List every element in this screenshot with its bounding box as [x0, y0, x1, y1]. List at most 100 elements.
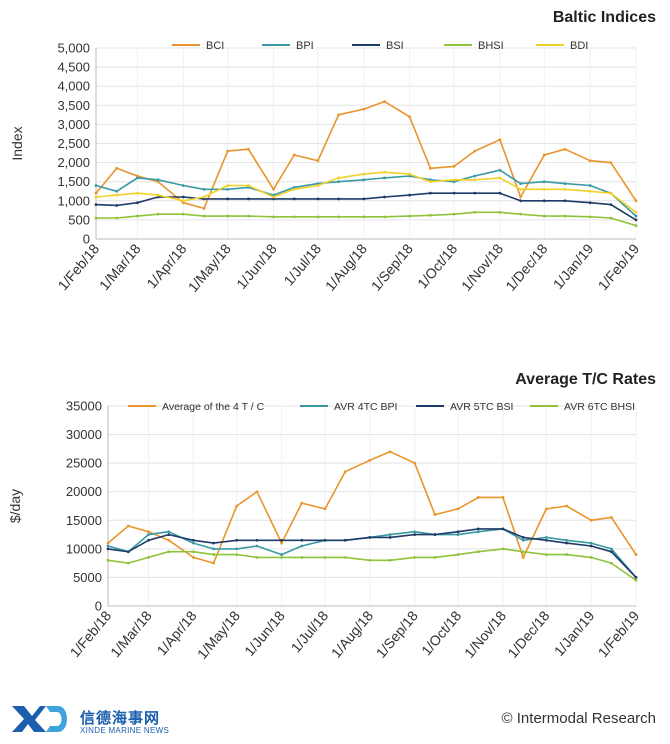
data-point-bdi [519, 187, 523, 191]
data-point-bsi [542, 199, 546, 203]
data-point-bhsi [542, 214, 546, 218]
xinde-logo[interactable]: 信德海事网 XINDE MARINE NEWS [10, 704, 170, 740]
xinde-logo-icon [12, 706, 67, 732]
data-point-bpi [94, 184, 98, 187]
data-point-avr-6tc-bhsi [501, 547, 505, 551]
x-tick-label: 1/Jun/18 [233, 240, 280, 292]
y-tick-label: 5,000 [57, 41, 90, 56]
y-tick-label: 4,000 [57, 79, 90, 94]
data-point-average-of-the-4-t-c [388, 450, 392, 454]
data-point-bdi [156, 193, 160, 197]
data-point-avr-5tc-bsi [280, 538, 283, 542]
data-point-bsi [634, 218, 638, 222]
footer: 信德海事网 XINDE MARINE NEWS © Intermodal Res… [0, 700, 670, 744]
data-point-bci [408, 115, 412, 119]
data-point-avr-5tc-bsi [544, 538, 548, 542]
data-point-bci [202, 207, 206, 210]
data-point-average-of-the-4-t-c [191, 556, 195, 559]
data-point-bpi [115, 189, 119, 193]
x-tick-label: 1/Apr/18 [153, 607, 199, 658]
data-point-bsi [519, 199, 523, 203]
data-point-avr-4tc-bpi [388, 533, 392, 536]
x-tick-label: 1/Jun/18 [241, 607, 288, 659]
data-point-bci [292, 153, 296, 157]
data-point-bhsi [181, 212, 185, 216]
data-point-average-of-the-4-t-c [368, 458, 372, 462]
x-tick-label: 1/Dec/18 [504, 607, 552, 660]
data-point-bhsi [473, 210, 477, 214]
data-point-bhsi [498, 210, 502, 214]
data-point-avr-5tc-bsi [476, 527, 480, 531]
data-point-bpi [337, 180, 341, 184]
data-point-bpi [519, 182, 523, 186]
data-point-bci [473, 149, 477, 153]
legend-label-bhsi: BHSI [478, 40, 504, 52]
data-point-bci [634, 199, 638, 203]
data-point-bhsi [156, 212, 160, 216]
data-point-bhsi [316, 215, 320, 219]
data-point-average-of-the-4-t-c [501, 496, 505, 499]
data-point-bsi [383, 195, 386, 199]
x-tick-label: 1/Mar/18 [107, 607, 155, 660]
logo-chinese-text: 信德海事网 [80, 709, 161, 727]
data-point-bhsi [362, 215, 366, 219]
data-point-avr-5tc-bsi [126, 550, 130, 554]
legend-label-avr-4tc-bpi: AVR 4TC BPI [334, 401, 397, 413]
data-point-bhsi [519, 212, 523, 216]
data-point-average-of-the-4-t-c [323, 507, 327, 511]
average-tc-rates-chart: Average T/C Rates 0 5000 10000 15000 20000 250… [0, 362, 670, 668]
data-point-avr-5tc-bsi [147, 538, 150, 542]
data-point-bci [246, 147, 250, 151]
data-point-bpi [202, 187, 206, 191]
x-tick-label: 1/Jul/18 [288, 607, 332, 655]
x-tick-label: 1/May/18 [194, 607, 243, 662]
y-tick-label: 25000 [66, 456, 102, 471]
data-point-avr-4tc-bpi [565, 538, 568, 542]
legend-label-average-of-the-4-t-c: Average of the 4 T / C [162, 401, 265, 413]
y-tick-label: 15000 [66, 513, 102, 528]
data-point-bdi [94, 195, 98, 199]
data-point-avr-6tc-bhsi [610, 561, 613, 565]
data-point-bpi [383, 176, 386, 180]
data-point-bpi [634, 214, 638, 218]
data-point-avr-5tc-bsi [106, 547, 110, 551]
data-point-average-of-the-4-t-c [280, 541, 283, 545]
x-tick-label: 1/Sep/18 [373, 607, 421, 660]
data-point-bpi [226, 187, 230, 191]
data-point-bdi [452, 178, 456, 182]
data-point-bhsi [383, 215, 386, 219]
data-point-avr-4tc-bpi [610, 547, 613, 551]
data-point-bsi [362, 197, 366, 201]
data-point-avr-4tc-bpi [147, 533, 150, 536]
data-point-avr-6tc-bhsi [191, 550, 195, 554]
legend-label-avr-5tc-bsi: AVR 5TC BSI [450, 401, 513, 413]
x-tick-label: 1/Nov/18 [461, 607, 509, 660]
data-point-avr-6tc-bhsi [323, 556, 327, 559]
data-point-bpi [563, 182, 567, 186]
legend-label-bpi: BPI [296, 40, 314, 52]
data-point-average-of-the-4-t-c [476, 496, 480, 499]
series-line-bhsi [96, 211, 637, 227]
data-point-avr-5tc-bsi [300, 538, 304, 542]
data-point-avr-4tc-bpi [300, 544, 304, 548]
data-point-bpi [181, 184, 185, 187]
y-tick-label: 0 [83, 232, 90, 247]
data-point-avr-6tc-bhsi [565, 553, 568, 556]
data-point-bdi [115, 193, 119, 197]
data-point-avr-5tc-bsi [343, 538, 347, 542]
data-point-bci [588, 159, 592, 163]
data-point-avr-4tc-bpi [413, 530, 417, 534]
data-point-bdi [408, 172, 412, 176]
legend-label-bsi: BSI [386, 40, 404, 52]
x-tick-label: 1/Feb/18 [67, 607, 115, 660]
data-point-bpi [473, 174, 477, 178]
series-line-bpi [95, 169, 637, 217]
data-point-bsi [498, 191, 502, 195]
data-point-bdi [563, 187, 567, 191]
data-point-bsi [588, 201, 592, 205]
data-point-average-of-the-4-t-c [634, 553, 638, 556]
data-point-bdi [542, 187, 546, 191]
data-point-bsi [452, 191, 456, 195]
data-point-bhsi [408, 214, 412, 218]
data-point-bdi [473, 178, 477, 182]
